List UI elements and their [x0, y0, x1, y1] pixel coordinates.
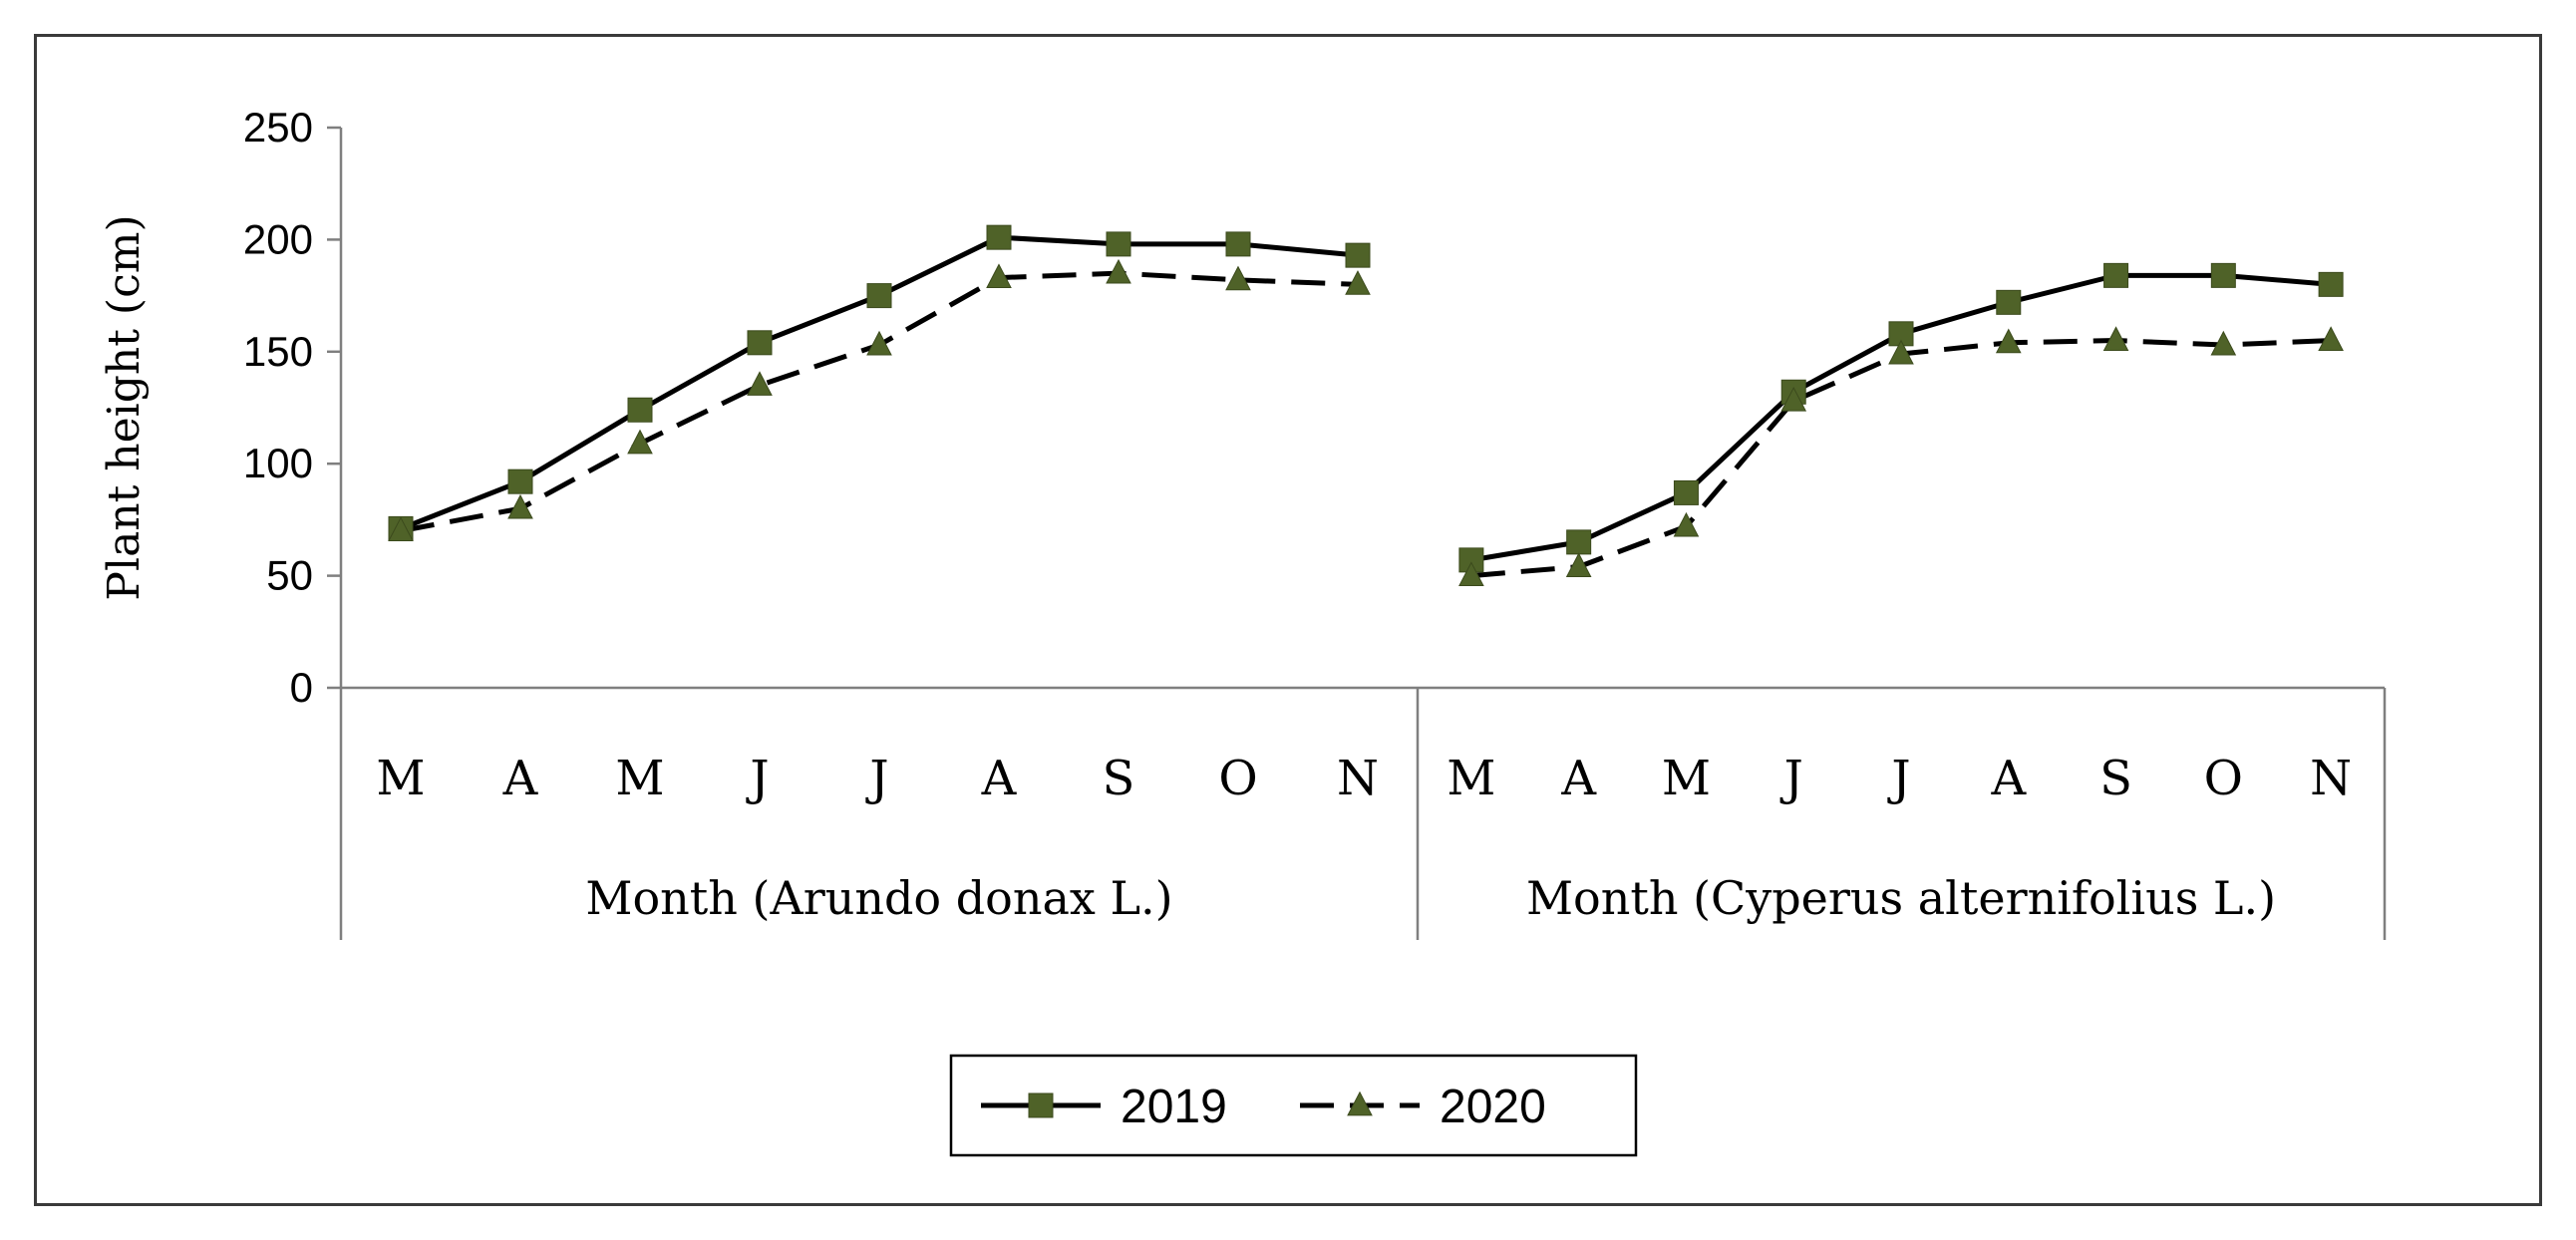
data-point-2019 [1225, 231, 1251, 257]
x-tick-label: S [2099, 751, 2132, 806]
x-tick-label: M [376, 751, 425, 806]
legend-marker-2020 [1347, 1090, 1373, 1116]
line-chart: 0 50 100 150 200 250 Plant height (cm) M A M J J A S O… [99, 104, 2387, 1157]
x-tick-label: A [981, 751, 1018, 806]
y-tick-label: 100 [243, 440, 313, 486]
data-point-2020 [747, 371, 773, 396]
x-tick-label: M [1447, 751, 1495, 806]
data-point-2019 [986, 224, 1012, 250]
data-point-2020 [2102, 326, 2129, 351]
x-tick-label: A [1990, 751, 2027, 806]
data-point-2020 [2318, 326, 2344, 351]
x-tick-label: N [2310, 751, 2352, 806]
y-tick-label: 200 [243, 215, 313, 262]
x-tick-label: A [1560, 751, 1597, 806]
x-tick-label: M [1662, 751, 1711, 806]
data-point-2019 [2103, 262, 2129, 288]
series-line-2020-group-2 [1470, 338, 2332, 579]
x-tick-label: O [1218, 751, 1257, 806]
y-tick-label: 150 [243, 328, 313, 375]
x-tick-label: J [1886, 751, 1910, 806]
legend-label-2020: 2020 [1440, 1081, 1546, 1133]
data-point-2019 [866, 283, 892, 309]
data-point-2020 [627, 429, 653, 455]
data-point-2019 [2318, 271, 2344, 297]
data-point-2020 [1458, 561, 1484, 586]
data-point-2020 [1345, 270, 1371, 295]
series-line-2020-group-1 [400, 270, 1359, 534]
data-point-2019 [507, 468, 533, 494]
data-point-2020 [1225, 265, 1251, 291]
x-tick-label: J [864, 751, 888, 806]
x-tick-label: N [1337, 751, 1379, 806]
data-point-2019 [1996, 289, 2022, 315]
data-point-2020 [1888, 339, 1914, 365]
data-point-2019 [2210, 262, 2236, 288]
data-point-2020 [1995, 328, 2022, 354]
data-point-2019 [1106, 231, 1131, 257]
data-point-2020 [1780, 386, 1807, 412]
data-point-2020 [1673, 511, 1700, 537]
legend-marker-2019 [1028, 1092, 1054, 1118]
data-point-2020 [388, 516, 414, 542]
data-point-2020 [866, 330, 892, 356]
y-tick-label: 50 [266, 552, 313, 599]
x-group-label: Month (Cyperus alternifolius L.) [1526, 871, 2276, 925]
data-point-2019 [747, 330, 773, 356]
data-point-2020 [2210, 330, 2237, 356]
plot-area [388, 224, 2344, 586]
y-axis-title: Plant height (cm) [99, 214, 150, 600]
data-point-2019 [1345, 242, 1371, 268]
legend-label-2019: 2019 [1121, 1081, 1227, 1133]
data-point-2019 [627, 397, 653, 423]
x-tick-label: O [2204, 751, 2243, 806]
x-group-label: Month (Arundo donax L.) [585, 871, 1172, 925]
series-line-2019-group-2 [1470, 272, 2332, 563]
x-tick-label: J [745, 751, 769, 806]
x-tick-label: J [1779, 751, 1803, 806]
y-tick-label: 250 [243, 104, 313, 151]
data-point-2019 [1673, 479, 1699, 505]
legend: 2019 2020 [949, 1054, 1638, 1157]
data-point-2020 [1106, 258, 1131, 284]
axes: 0 50 100 150 200 250 Plant height (cm) M A M J J A S O… [99, 104, 2387, 940]
data-point-2020 [1565, 552, 1592, 578]
x-tick-label: S [1103, 751, 1135, 806]
chart-frame: 0 50 100 150 200 250 Plant height (cm) M A M J J A S O… [34, 34, 2542, 1206]
x-tick-label: M [615, 751, 664, 806]
y-tick-label: 0 [290, 664, 313, 711]
data-point-2020 [507, 493, 533, 519]
data-point-2020 [986, 263, 1012, 289]
x-tick-label: A [502, 751, 539, 806]
data-point-2019 [1566, 529, 1592, 555]
